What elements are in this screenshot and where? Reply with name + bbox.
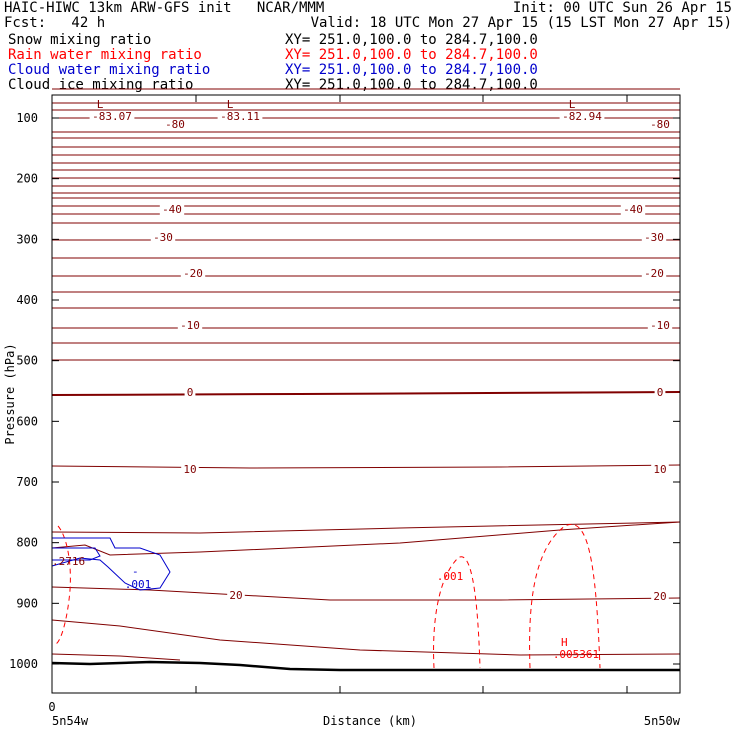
- cloud-water-contours: [51, 537, 171, 591]
- low-marker: L: [227, 98, 234, 111]
- low-marker: L: [569, 98, 576, 111]
- contour-label-bg: [559, 111, 605, 123]
- temperature-contour-label: -30: [153, 231, 173, 244]
- isotherm: [51, 653, 181, 661]
- x-zero-label: 0: [48, 700, 55, 714]
- contour-label-bg: [184, 387, 196, 399]
- y-tick-label: 400: [16, 293, 38, 307]
- contour-label-bg: [647, 119, 673, 131]
- y-tick-label: 1000: [9, 657, 38, 671]
- rain-contour-left-edge: [55, 525, 71, 645]
- contour-label-bg: [217, 111, 263, 123]
- temperature-contour-label: -80: [165, 118, 185, 131]
- y-tick-label: 700: [16, 475, 38, 489]
- y-tick-label: 900: [16, 596, 38, 610]
- low-marker: L: [97, 98, 104, 111]
- temperature-contour-label: -20: [183, 267, 203, 280]
- high-marker: H: [561, 636, 568, 649]
- y-tick-label: 500: [16, 354, 38, 368]
- cloud-water-center-mark: -: [132, 565, 139, 578]
- contour-label-bg: [89, 111, 135, 123]
- y-tick-label: 300: [16, 232, 38, 246]
- isotherm: [51, 619, 681, 656]
- temperature-contour-label: 20: [229, 589, 242, 602]
- temperature-contours: [51, 88, 681, 661]
- rain-contour-center: [433, 556, 481, 669]
- temperature-contour-label: -83.11: [220, 110, 260, 123]
- y-axis-label: Pressure (hPa): [3, 343, 17, 444]
- contour-label-bg: [159, 204, 185, 216]
- rain-contour-label: .005361: [553, 648, 599, 661]
- contour-label-bg: [647, 320, 673, 332]
- isotherm: [51, 391, 681, 396]
- header-line2-left: Fcst: 42 h: [4, 15, 106, 31]
- cloud-water-contour-label: .001: [125, 578, 152, 591]
- field-rain-xy: XY= 251.0,100.0 to 284.7,100.0: [285, 47, 538, 63]
- contour-label-bg: [150, 232, 176, 244]
- temperature-contour-label: -10: [650, 319, 670, 332]
- header-line1-right: Init: 00 UTC Sun 26 Apr 15: [512, 0, 732, 16]
- cloud-water-outer: [51, 537, 171, 591]
- temperature-contour-label: -80: [650, 118, 670, 131]
- field-rain-name: Rain water mixing ratio: [8, 47, 202, 63]
- temperature-contour-label: 0: [657, 386, 664, 399]
- contour-label-bg: [620, 204, 646, 216]
- contour-label-bg: [180, 268, 206, 280]
- contour-label-bg: [641, 268, 667, 280]
- contour-label-bg: [162, 119, 188, 131]
- field-cloud-water-xy: XY= 251.0,100.0 to 284.7,100.0: [285, 62, 538, 78]
- plot-frame: [51, 94, 681, 694]
- cloud-water-inner: [52, 547, 101, 561]
- rain-contour-right: [529, 524, 601, 669]
- header-line2-right: Valid: 18 UTC Mon 27 Apr 15 (15 LST Mon …: [310, 15, 732, 31]
- field-snow-name: Snow mixing ratio: [8, 32, 152, 48]
- contour-label-bg: [651, 591, 669, 603]
- temperature-contour-label: 10: [653, 463, 666, 476]
- y-tick-label: 200: [16, 172, 38, 186]
- y-tick-label: 100: [16, 111, 38, 125]
- field-snow-xy: XY= 251.0,100.0 to 284.7,100.0: [285, 32, 538, 48]
- temperature-contour-label: -82.94: [562, 110, 602, 123]
- contour-label-bg: [654, 387, 666, 399]
- temperature-contour-label: -30: [644, 231, 664, 244]
- isotherm: [51, 521, 681, 534]
- temperature-contour-label: -10: [180, 319, 200, 332]
- contour-label-bg: [227, 590, 245, 602]
- x-axis-ticks: [51, 95, 628, 693]
- isotherm: [51, 464, 681, 469]
- temperature-contour-label: -83.07: [92, 110, 132, 123]
- header-line1-left: HAIC-HIWC 13km ARW-GFS init NCAR/MMM: [4, 0, 325, 16]
- terrain-surface: [51, 660, 680, 672]
- rain-contours: [55, 524, 601, 669]
- y-tick-label: 600: [16, 414, 38, 428]
- x-axis-label: Distance (km): [323, 714, 417, 728]
- temperature-contour-label: -20: [644, 267, 664, 280]
- temperature-contour-label: 10: [183, 463, 196, 476]
- x-right-location: 5n50w: [644, 714, 681, 728]
- contour-label-bg: [177, 320, 203, 332]
- contour-labels: -83.07 -83.11 -82.94-80 -80-40 -40-30 -30-20-…: [52, 98, 673, 661]
- temperature-contour-label: 0: [187, 386, 194, 399]
- y-tick-label: 800: [16, 536, 38, 550]
- x-left-location: 5n54w: [52, 714, 89, 728]
- temperature-contour-label: 20: [653, 590, 666, 603]
- temperature-contour-label: -40: [162, 203, 182, 216]
- terrain-line: [51, 660, 680, 672]
- isotherm: [51, 586, 681, 601]
- contour-label-bg: [651, 464, 669, 476]
- field-cloud-water-name: Cloud water mixing ratio: [8, 62, 211, 78]
- temperature-contour-label: -40: [623, 203, 643, 216]
- left-edge-label: .2716: [52, 555, 85, 568]
- contour-label-bg: [181, 464, 199, 476]
- rain-contour-label: .001: [437, 570, 464, 583]
- contour-label-bg: [641, 232, 667, 244]
